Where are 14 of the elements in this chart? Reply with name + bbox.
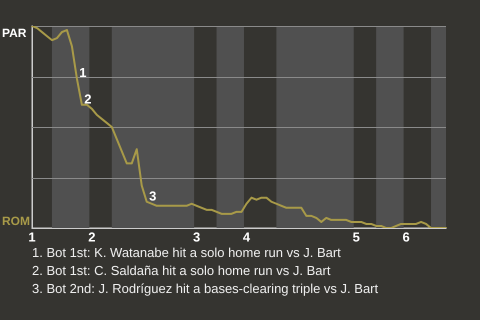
x-tick-label: 5 bbox=[352, 229, 360, 244]
x-tick-label: 4 bbox=[242, 229, 251, 244]
x-tick-label: 3 bbox=[192, 229, 200, 244]
x-tick-label: 1 bbox=[28, 229, 36, 244]
text: PAR bbox=[2, 26, 26, 40]
text: 1. Bot 1st: K. Watanabe hit a solo home run vs J. Bart bbox=[32, 244, 342, 262]
annotation: 2 bbox=[84, 91, 92, 106]
x-tick-label: 6 bbox=[402, 229, 410, 244]
text: ROM bbox=[2, 214, 30, 228]
text: 2. Bot 1st: C. Saldaña hit a solo home run vs J. Bart bbox=[32, 262, 332, 280]
x-tick-label: 2 bbox=[88, 229, 96, 244]
annotation: 1 bbox=[79, 65, 87, 80]
annotation: 3 bbox=[149, 188, 156, 204]
text: 3. Bot 2nd: J. Rodríguez hit a bases-clearing triple vs J. Bart bbox=[32, 280, 378, 298]
